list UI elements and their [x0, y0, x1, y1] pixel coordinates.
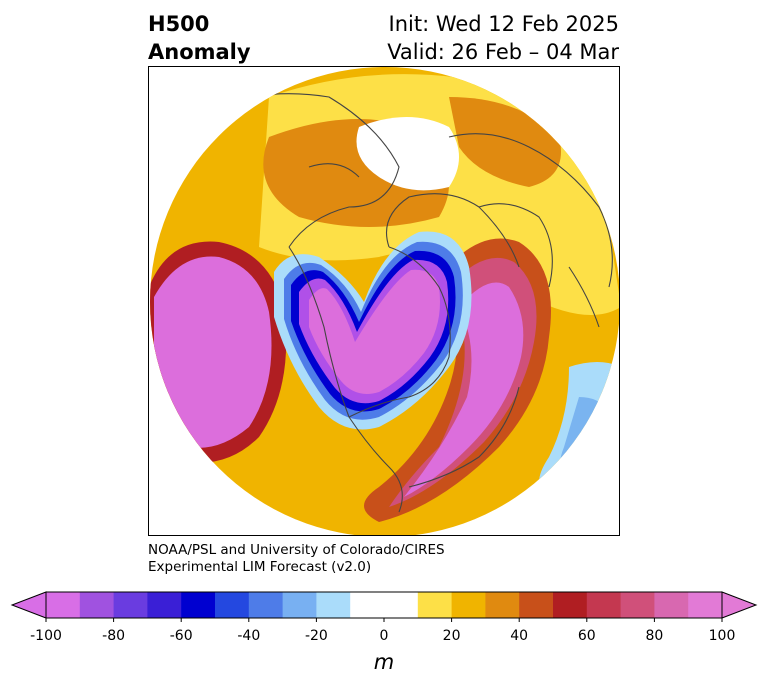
colorbar-swatch: [384, 592, 419, 618]
colorbar-unit: m: [373, 650, 395, 674]
colorbar-swatch: [46, 592, 81, 618]
colorbar-swatch: [519, 592, 554, 618]
colorbar-swatch: [451, 592, 486, 618]
title-variable: H500: [148, 12, 210, 36]
coastlines: [208, 93, 613, 513]
colorbar-tick-label: -40: [237, 628, 261, 644]
trough-core: [309, 269, 440, 394]
colorbar-tick-label: -80: [102, 628, 126, 644]
colorbar-tick-label: -60: [169, 628, 193, 644]
lobe-west-core: [154, 256, 272, 448]
anomaly-map: [150, 67, 619, 535]
colorbar-swatch: [586, 592, 622, 618]
colorbar-swatch: [553, 592, 588, 618]
orange-zone-siberia: [449, 97, 561, 187]
map-panel: [148, 66, 620, 536]
colorbar-swatch: [485, 592, 520, 618]
ridge-east-core: [404, 282, 524, 497]
colorbar-swatch: [654, 592, 689, 618]
colorbar-swatch: [316, 592, 351, 618]
credit: NOAA/PSL and University of Colorado/CIRE…: [148, 542, 445, 576]
colorbar-swatch: [350, 592, 385, 618]
valid-range: Valid: 26 Feb – 04 Mar: [387, 40, 619, 64]
colorbar: -100 -80 -60 -40 -20 0 20 40 60 80 100 m: [0, 588, 768, 686]
title-type: Anomaly: [148, 40, 251, 64]
title-left: H500 Anomaly: [148, 10, 251, 66]
colorbar-swatch: [417, 592, 453, 618]
colorbar-tick-label: 20: [442, 628, 461, 644]
colorbar-tick-label: 60: [577, 628, 596, 644]
colorbar-over-triangle: [721, 591, 758, 619]
colorbar-swatch: [113, 592, 148, 618]
colorbar-swatch: [688, 592, 723, 618]
colorbar-swatch: [79, 592, 115, 618]
colorbar-swatches: [10, 591, 758, 622]
init-date: Init: Wed 12 Feb 2025: [388, 12, 619, 36]
colorbar-swatch: [248, 592, 284, 618]
colorbar-tick-label: 80: [645, 628, 664, 644]
neutral-zone-arctic: [356, 117, 459, 191]
credit-line1: NOAA/PSL and University of Colorado/CIRE…: [148, 542, 445, 558]
colorbar-swatch: [215, 592, 250, 618]
title-right: Init: Wed 12 Feb 2025 Valid: 26 Feb – 04…: [387, 10, 619, 66]
colorbar-tick-label: 40: [510, 628, 529, 644]
colorbar-tick-label: 100: [708, 628, 736, 644]
colorbar-tick-label: 0: [379, 628, 389, 644]
colorbar-swatch: [181, 592, 216, 618]
colorbar-swatch: [282, 592, 317, 618]
credit-line2: Experimental LIM Forecast (v2.0): [148, 559, 372, 575]
colorbar-swatch: [147, 592, 182, 618]
colorbar-swatch: [620, 592, 655, 618]
colorbar-tick-label: -100: [30, 628, 62, 644]
colorbar-tick-label: -20: [304, 628, 328, 644]
colorbar-under-triangle: [10, 591, 47, 619]
